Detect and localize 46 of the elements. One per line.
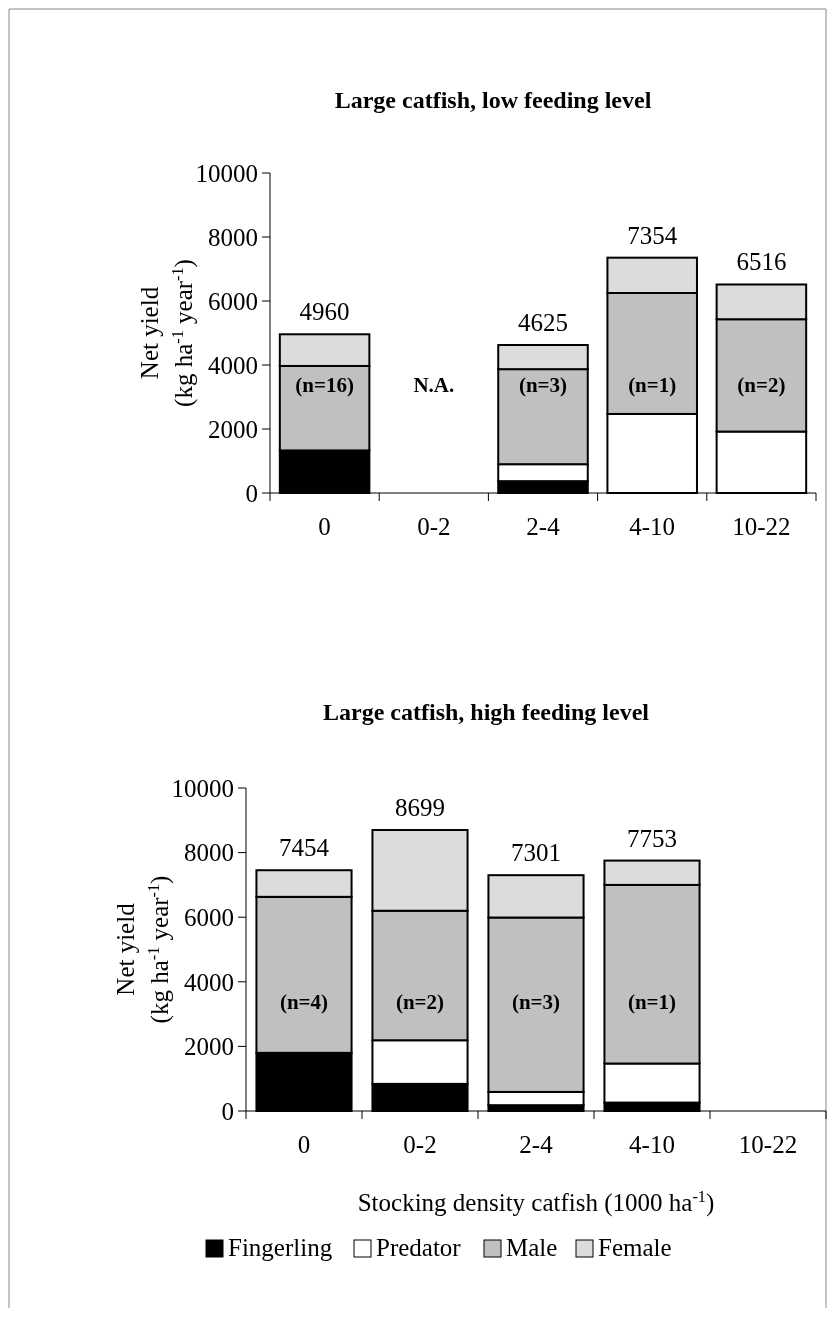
y-tick-label: 10000 bbox=[195, 159, 258, 187]
y-tick-label: 0 bbox=[245, 479, 258, 507]
x-tick-label: 2-4 bbox=[526, 513, 561, 540]
legend-label: Fingerling bbox=[228, 1234, 333, 1261]
annotation: N.A. bbox=[413, 372, 455, 397]
y-tick-label: 0 bbox=[221, 1097, 234, 1125]
y-tick-label: 4000 bbox=[184, 968, 234, 996]
y-tick-label: 6000 bbox=[184, 903, 234, 931]
total-label: 6516 bbox=[736, 248, 787, 276]
y-tick-label: 10000 bbox=[171, 774, 234, 802]
x-tick-label: 0 bbox=[318, 513, 331, 540]
y-tick-label: 2000 bbox=[208, 415, 258, 443]
annotation: (n=3) bbox=[518, 372, 568, 397]
chart-title: Large catfish, high feeding level bbox=[323, 699, 650, 725]
annotation: (n=2) bbox=[395, 989, 445, 1014]
annotation: (n=16) bbox=[295, 372, 354, 397]
y-tick-label: 2000 bbox=[184, 1033, 234, 1061]
legend-label: Predator bbox=[376, 1234, 462, 1261]
annotation: (n=1) bbox=[628, 372, 677, 397]
chart-title: Large catfish, low feeding level bbox=[334, 87, 652, 113]
total-label: 7301 bbox=[511, 839, 561, 867]
y-tick-label: 4000 bbox=[208, 351, 258, 379]
annotation: (n=4) bbox=[279, 989, 329, 1014]
x-tick-label: 4-10 bbox=[629, 1131, 675, 1158]
y-tick-label: 6000 bbox=[208, 287, 258, 315]
legend-label: Female bbox=[598, 1234, 672, 1261]
x-tick-label: 4-10 bbox=[629, 513, 676, 540]
x-tick-label: 10-22 bbox=[738, 1131, 798, 1158]
legend-label: Male bbox=[506, 1234, 558, 1261]
x-tick-label: 0-2 bbox=[417, 513, 451, 540]
total-label: 7354 bbox=[627, 221, 678, 249]
total-label: 8699 bbox=[395, 794, 445, 822]
x-tick-label: 0-2 bbox=[403, 1131, 437, 1158]
total-label: 4960 bbox=[299, 298, 350, 326]
annotation: (n=3) bbox=[511, 989, 561, 1014]
y-tick-label: 8000 bbox=[184, 839, 234, 867]
annotation: (n=1) bbox=[627, 989, 677, 1014]
x-tick-label: 0 bbox=[297, 1131, 311, 1158]
annotation: (n=2) bbox=[737, 372, 786, 397]
y-tick-label: 8000 bbox=[208, 223, 258, 251]
total-label: 7454 bbox=[279, 834, 330, 862]
total-label: 7753 bbox=[627, 824, 677, 852]
x-tick-label: 10-22 bbox=[732, 513, 791, 540]
total-label: 4625 bbox=[518, 309, 568, 336]
x-tick-label: 2-4 bbox=[519, 1131, 554, 1158]
x-axis-title: Stocking density catfish (1000 ha$^{-1}$) bbox=[357, 1188, 715, 1217]
